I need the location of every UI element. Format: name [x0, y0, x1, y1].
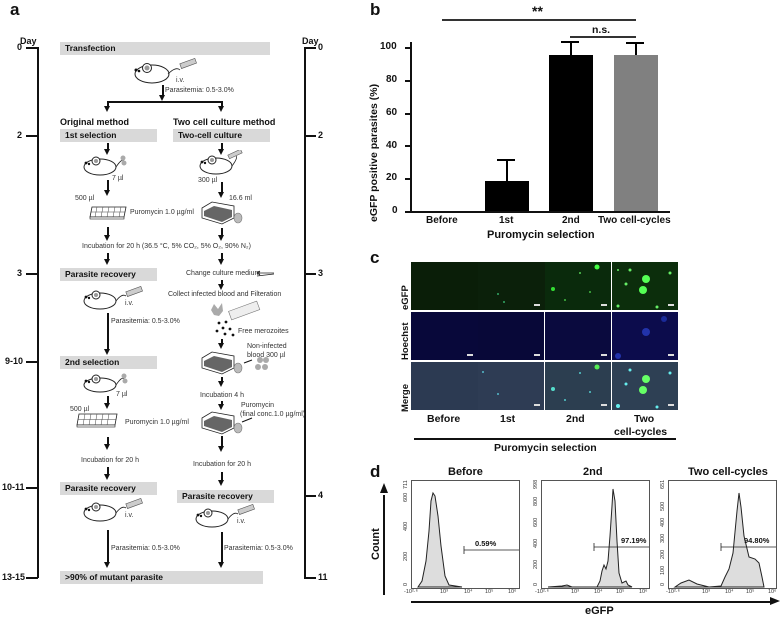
- histogram-two-cycles: 94.80%: [668, 480, 777, 589]
- flask-with-blood-icon: [201, 351, 269, 375]
- ns-label: n.s.: [592, 24, 611, 36]
- well-plate-icon: [89, 206, 127, 220]
- flask-puromycin-icon: [201, 411, 253, 435]
- significance-stars: **: [532, 3, 543, 19]
- panel-b-label: b: [370, 0, 381, 19]
- micrograph-egfp-two-cycles: [612, 262, 678, 310]
- x-axis-label: Puromycin selection: [487, 229, 595, 241]
- bar-2nd: [549, 55, 593, 211]
- parasite-recovery-step-2: Parasite recovery: [60, 482, 157, 495]
- micrograph-merge-2nd: [545, 362, 611, 410]
- mouse-blood-draw-icon: [83, 155, 127, 176]
- y-axis-label: eGFP positive parasites (%): [368, 83, 380, 222]
- histogram-2nd: 97.19%: [541, 480, 650, 589]
- significance-bar: [442, 19, 636, 21]
- mouse-injection-icon: [134, 58, 197, 84]
- mouse-recovery-icon-3: [195, 503, 255, 528]
- right-timeline: [304, 47, 306, 578]
- parasite-recovery-step-1: Parasite recovery: [60, 268, 157, 281]
- second-selection-step: 2nd selection: [60, 356, 157, 369]
- day-header-left: Day: [20, 36, 37, 46]
- mouse-recovery-icon-1: [83, 285, 143, 310]
- two-cell-method-heading: Two cell culture method: [173, 117, 276, 127]
- exchange-arrow-icon: [256, 270, 275, 277]
- two-cell-culture-step: Two-cell culture: [173, 129, 270, 142]
- micrograph-hoechst-two-cycles: [612, 312, 678, 360]
- micrograph-hoechst-before: [411, 312, 489, 360]
- filter-syringe-icon: [211, 300, 261, 321]
- parasite-recovery-step-3: Parasite recovery: [177, 490, 274, 503]
- panel-c-xlabel: Puromycin selection: [494, 442, 597, 454]
- gate-percent-before: 0.59%: [475, 539, 497, 548]
- micrograph-merge-before: [411, 362, 489, 410]
- micrograph-merge-1st: [478, 362, 544, 410]
- culture-flask-icon: [201, 201, 243, 225]
- mouse-blood-draw-icon-2: [83, 373, 128, 393]
- bar-two-cell-cycles: [614, 55, 658, 211]
- micrograph-egfp-1st: [478, 262, 556, 310]
- gate-percent-two-cycles: 94.80%: [744, 536, 770, 545]
- ns-bar: [570, 36, 636, 38]
- micrograph-hoechst-1st: [478, 312, 544, 360]
- selection-bracket: [414, 438, 676, 440]
- day-header-right: Day: [302, 36, 319, 46]
- bar-1st: [485, 181, 529, 211]
- mouse-recovery-icon-2: [83, 497, 143, 522]
- count-label: Count: [370, 528, 382, 560]
- first-selection-step: 1st selection: [60, 129, 157, 142]
- parasitemia-label: Parasitemia: 0.5-3.0%: [165, 87, 234, 94]
- egfp-label: eGFP: [585, 605, 614, 617]
- panel-a-label: a: [10, 0, 20, 19]
- left-timeline: [37, 47, 39, 578]
- incubation-conditions: Incubation for 20 h (36.5 °C, 5% CO₂, 5%…: [82, 243, 251, 250]
- final-result-step: >90% of mutant parasite: [60, 571, 263, 584]
- micrograph-egfp-before: [411, 262, 489, 310]
- merozoites-icon: [215, 320, 235, 337]
- original-method-heading: Original method: [60, 117, 130, 127]
- micrograph-hoechst-2nd: [545, 312, 611, 360]
- panel-d-label: d: [370, 462, 381, 481]
- micrograph-merge-two-cycles: [612, 362, 678, 410]
- count-axis-arrow: [383, 495, 385, 595]
- gate-percent-2nd: 97.19%: [621, 536, 647, 545]
- mouse-syringe-icon: [199, 150, 243, 175]
- transfection-step: Transfection: [60, 42, 270, 55]
- y-axis: [410, 42, 412, 212]
- well-plate-icon-2: [76, 413, 118, 428]
- panel-c-label: c: [370, 248, 380, 267]
- egfp-axis-arrow: [411, 601, 771, 603]
- micrograph-egfp-2nd: [545, 262, 611, 310]
- histogram-before: 0.59%: [411, 480, 520, 589]
